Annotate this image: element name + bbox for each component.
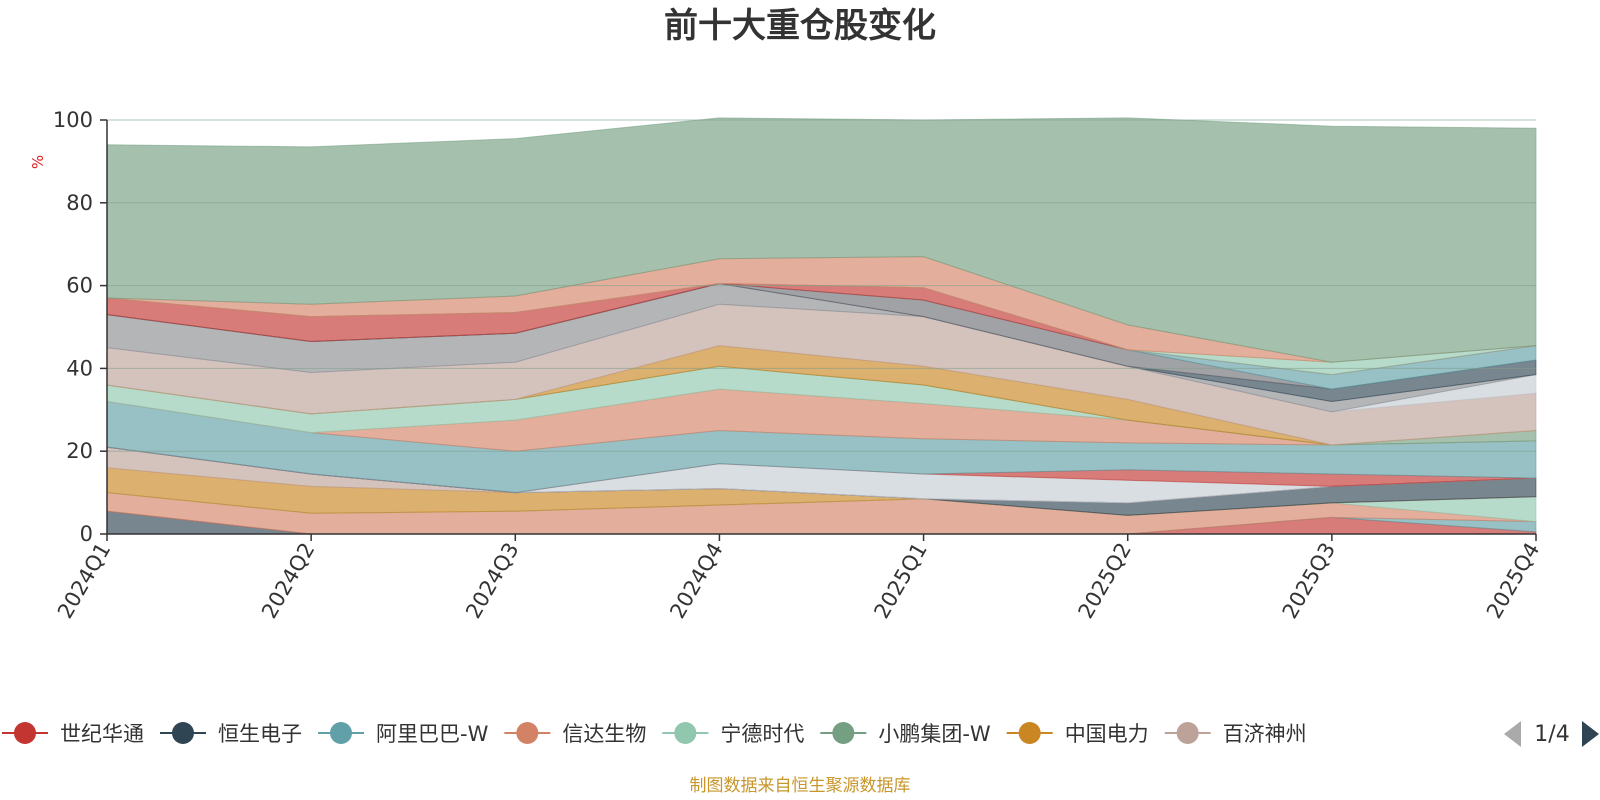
- legend-marker: [172, 722, 194, 744]
- x-tick-label: 2025Q3: [1278, 539, 1340, 623]
- source-note: 制图数据来自恒生聚源数据库: [690, 776, 911, 796]
- legend-label: 小鹏集团-W: [878, 722, 991, 746]
- legend-item[interactable]: 信达生物: [504, 722, 646, 746]
- legend-label: 世纪华通: [60, 722, 144, 746]
- legend-marker: [14, 722, 36, 744]
- y-tick-label: 100: [53, 108, 93, 132]
- x-tick-label: 2025Q1: [869, 539, 931, 623]
- legend-marker: [832, 722, 855, 744]
- x-tick-label: 2024Q4: [665, 539, 727, 623]
- chart-title: 前十大重仓股变化: [664, 6, 936, 46]
- legend-label: 百济神州: [1223, 722, 1307, 746]
- grid-lines: [107, 119, 1536, 452]
- y-tick-label: 0: [80, 522, 93, 546]
- x-tick-label: 2024Q3: [461, 539, 523, 623]
- x-tick-label: 2024Q1: [53, 539, 115, 623]
- x-tick-label: 2025Q4: [1482, 539, 1544, 623]
- legend-page-indicator: 1/4: [1534, 722, 1569, 747]
- legend-item[interactable]: 恒生电子: [160, 722, 302, 746]
- legend-marker: [1176, 722, 1199, 744]
- legend-item[interactable]: 百济神州: [1164, 722, 1307, 746]
- legend: 世纪华通 恒生电子 阿里巴巴-W 信达生物 宁德时代 小鹏集团-W 中国电力 百济神州 1/4: [2, 721, 1599, 747]
- legend-marker: [674, 722, 697, 744]
- x-tick-label: 2024Q2: [257, 539, 319, 623]
- plot-areas: [106, 117, 1537, 535]
- y-tick-label: 40: [66, 356, 93, 380]
- x-tick-label: 2025Q2: [1074, 539, 1136, 623]
- legend-item[interactable]: 世纪华通: [2, 722, 144, 746]
- legend-pager: 1/4: [1504, 721, 1599, 747]
- legend-label: 中国电力: [1065, 722, 1149, 746]
- legend-item[interactable]: 阿里巴巴-W: [318, 722, 489, 746]
- legend-label: 宁德时代: [720, 722, 804, 746]
- y-tick-label: 80: [66, 191, 93, 215]
- legend-item[interactable]: 小鹏集团-W: [820, 722, 991, 746]
- legend-prev-page-icon[interactable]: [1504, 721, 1521, 747]
- y-tick-label: 60: [66, 274, 93, 298]
- y-tick-label: 20: [66, 439, 93, 463]
- legend-label: 信达生物: [562, 722, 646, 746]
- legend-marker: [330, 722, 352, 744]
- legend-next-page-icon[interactable]: [1582, 721, 1599, 747]
- legend-item[interactable]: 中国电力: [1006, 722, 1149, 746]
- y-axis-unit: %: [29, 155, 47, 169]
- legend-marker: [1018, 722, 1041, 744]
- legend-marker: [516, 722, 539, 744]
- legend-label: 阿里巴巴-W: [376, 722, 489, 746]
- legend-item[interactable]: 宁德时代: [662, 722, 804, 746]
- legend-label: 恒生电子: [218, 722, 302, 746]
- area-band-26[interactable]: [106, 117, 1537, 363]
